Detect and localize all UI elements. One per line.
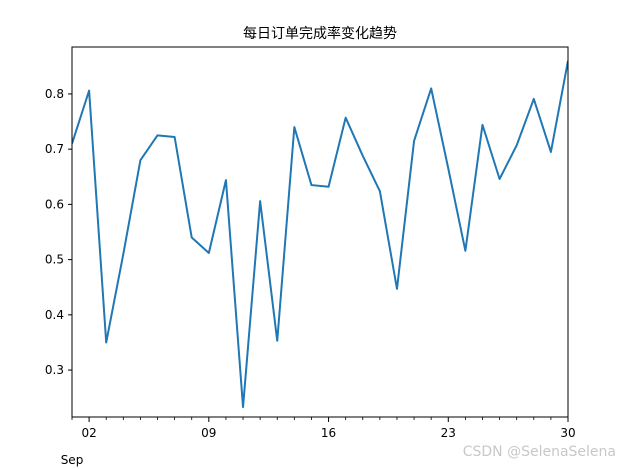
- watermark-text: CSDN @SelenaSelena: [462, 444, 616, 460]
- x-tick-label: 09: [201, 426, 216, 440]
- x-tick-label: 30: [560, 426, 575, 440]
- y-tick-label: 0.7: [45, 142, 64, 156]
- plot-area: [72, 60, 568, 409]
- x-tick-label: 16: [321, 426, 336, 440]
- y-tick-label: 0.8: [45, 87, 64, 101]
- y-tick-label: 0.5: [45, 253, 64, 267]
- axes: 0.3 0.4 0.5 0.6 0.7 0.8 02 09 16 23 30 Sep: [45, 46, 576, 467]
- y-tick-label: 0.4: [45, 308, 64, 322]
- axes-frame: [71, 46, 569, 418]
- chart-title: 每日订单完成率变化趋势: [243, 25, 397, 42]
- x-tick-label: 23: [441, 426, 456, 440]
- y-tick-label: 0.6: [45, 197, 64, 211]
- series-line: [72, 60, 568, 409]
- x-month-label: Sep: [61, 453, 84, 467]
- y-tick-label: 0.3: [45, 363, 64, 377]
- x-tick-label: 02: [81, 426, 96, 440]
